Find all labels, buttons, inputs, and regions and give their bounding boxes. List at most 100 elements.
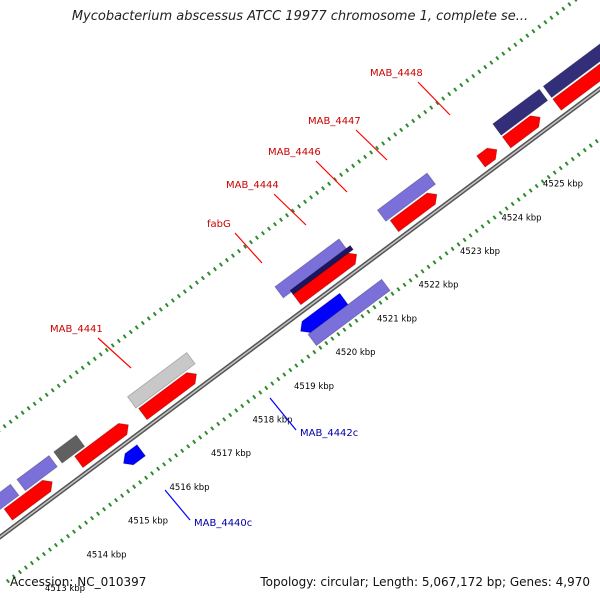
forward-cds-arrow[interactable]: [3, 479, 53, 521]
reverse-gene-block[interactable]: [307, 278, 391, 347]
tick-dot: [186, 444, 191, 449]
forward-gene-block[interactable]: [376, 172, 437, 222]
forward-gene-block[interactable]: [16, 454, 58, 492]
forward-cds-arrow[interactable]: [501, 115, 541, 149]
reverse-cds-arrow[interactable]: [123, 444, 146, 466]
tick-dot: [182, 289, 187, 294]
forward-gene-label[interactable]: MAB_4448: [370, 68, 423, 79]
tick-dot: [492, 215, 497, 220]
tick-dot: [558, 165, 563, 171]
tick-dot: [228, 412, 233, 418]
forward-gene-label[interactable]: MAB_4446: [268, 147, 321, 158]
tick-dot: [336, 331, 341, 337]
forward-cds-arrow[interactable]: [74, 422, 129, 469]
tick-dot: [348, 322, 353, 328]
gene-leader-line: [417, 81, 451, 116]
reverse-cds-arrow[interactable]: [300, 292, 349, 334]
tick-dot: [291, 208, 296, 213]
tick-dot: [306, 354, 311, 359]
forward-cds-arrow[interactable]: [552, 43, 600, 111]
reverse-gene-label[interactable]: MAB_4440c: [194, 518, 252, 529]
forward-gene-label[interactable]: MAB_4447: [308, 116, 361, 127]
tick-dot: [399, 127, 404, 133]
tick-label: 4523 kbp: [460, 247, 500, 257]
tick-dot: [59, 538, 64, 543]
tick-dot: [152, 311, 157, 317]
forward-gene-label[interactable]: MAB_4441: [50, 324, 103, 335]
tick-dot: [435, 100, 440, 106]
tick-label: 4514 kbp: [87, 550, 127, 560]
tick-label: 4525 kbp: [543, 180, 583, 190]
forward-cds-arrow[interactable]: [389, 192, 438, 233]
tick-dot: [276, 376, 281, 382]
tick-dot: [150, 471, 155, 476]
tick-dot: [120, 493, 125, 498]
tick-dot: [363, 154, 368, 160]
selected-gene-outline[interactable]: [289, 244, 354, 295]
tick-dot: [495, 55, 500, 61]
tick-dot: [402, 282, 407, 287]
tick-dot: [540, 179, 545, 184]
tick-dot: [567, 2, 572, 7]
forward-cds-arrow[interactable]: [138, 372, 197, 421]
tick-dot: [387, 136, 392, 142]
tick-dot: [483, 64, 488, 70]
tick-dot: [570, 156, 575, 162]
tick-dot: [513, 42, 518, 47]
tick-dot: [164, 302, 169, 308]
tick-dot: [546, 174, 551, 180]
tick-dot: [5, 578, 10, 584]
tick-dot: [309, 195, 314, 200]
forward-gene-block[interactable]: [0, 483, 20, 519]
tick-dot: [254, 235, 259, 240]
forward-gene-label[interactable]: fabG: [207, 219, 231, 230]
forward-gene-block[interactable]: [542, 23, 600, 99]
tick-dot: [210, 426, 215, 431]
tick-dot: [468, 233, 473, 238]
tick-dot: [576, 152, 581, 157]
tick-dot: [240, 403, 245, 409]
tick-dot: [68, 374, 73, 380]
tick-dot: [417, 114, 422, 119]
tick-dot: [297, 204, 302, 209]
forward-gene-block[interactable]: [492, 88, 549, 136]
tick-dot: [78, 524, 83, 530]
tick-dot: [273, 222, 277, 227]
reverse-gene-label[interactable]: MAB_4442c: [300, 428, 358, 439]
forward-gene-block[interactable]: [126, 352, 196, 409]
accession-label: Accession: NC_010397: [10, 575, 147, 589]
tick-dot: [357, 159, 362, 164]
forward-cds-arrow[interactable]: [291, 252, 358, 306]
tick-dot: [90, 515, 95, 521]
tick-dot: [218, 262, 223, 267]
tick-dot: [369, 150, 374, 155]
forward-gene-block[interactable]: [53, 434, 86, 464]
tick-dot: [170, 298, 175, 303]
tick-label: 4521 kbp: [377, 314, 417, 324]
tick-dot: [20, 410, 25, 415]
tick-dot: [158, 307, 163, 312]
tick-dot: [486, 219, 491, 225]
tick-dot: [41, 551, 46, 557]
tick-dot: [414, 273, 419, 279]
forward-cds-arrow[interactable]: [476, 147, 498, 168]
tick-dot: [126, 489, 131, 494]
tick-dot: [315, 190, 320, 196]
gene-leader-line: [269, 397, 297, 431]
tick-dot: [516, 197, 521, 202]
reverse-track-ruler: [5, 138, 599, 584]
tick-label-group: 4513 kbp 4514 kbp 4515 kbp 4516 kbp 4517 kbp…: [45, 180, 583, 594]
tick-dot: [204, 430, 209, 436]
tick-dot: [498, 210, 503, 216]
forward-gene-label[interactable]: MAB_4444: [226, 180, 279, 191]
tick-dot: [200, 275, 205, 281]
tick-dot: [327, 181, 332, 187]
tick-dot: [140, 320, 145, 326]
tick-dot: [246, 399, 251, 404]
tick-dot: [174, 453, 179, 458]
tick-dot: [342, 327, 347, 332]
tick-dot: [405, 123, 410, 128]
tick-dot: [360, 313, 365, 319]
